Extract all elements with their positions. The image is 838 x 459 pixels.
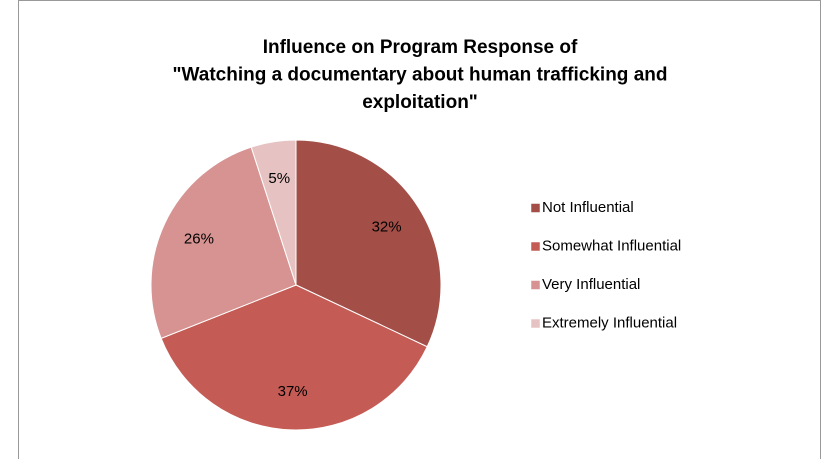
legend-swatch	[530, 203, 541, 213]
legend-swatch	[530, 280, 541, 290]
pie-slice	[160, 284, 428, 431]
pie-slice	[150, 146, 297, 340]
pie-slice	[250, 139, 297, 286]
data-label: 37%	[278, 383, 308, 400]
legend-label: Somewhat Influential	[542, 237, 681, 254]
legend-label: Very Influential	[542, 276, 640, 293]
legend-label: Extremely Influential	[542, 314, 677, 331]
chart-title: "Watching a documentary about human traf…	[173, 65, 668, 86]
chart-title: exploitation"	[362, 92, 478, 113]
pie-slice	[295, 139, 442, 348]
data-label: 32%	[372, 218, 402, 235]
chart-title: Influence on Program Response of	[263, 37, 578, 58]
legend-swatch	[530, 241, 541, 252]
data-label: 5%	[268, 170, 290, 187]
legend-label: Not Influential	[542, 199, 634, 216]
legend-swatch	[530, 318, 541, 329]
data-label: 26%	[184, 230, 214, 247]
